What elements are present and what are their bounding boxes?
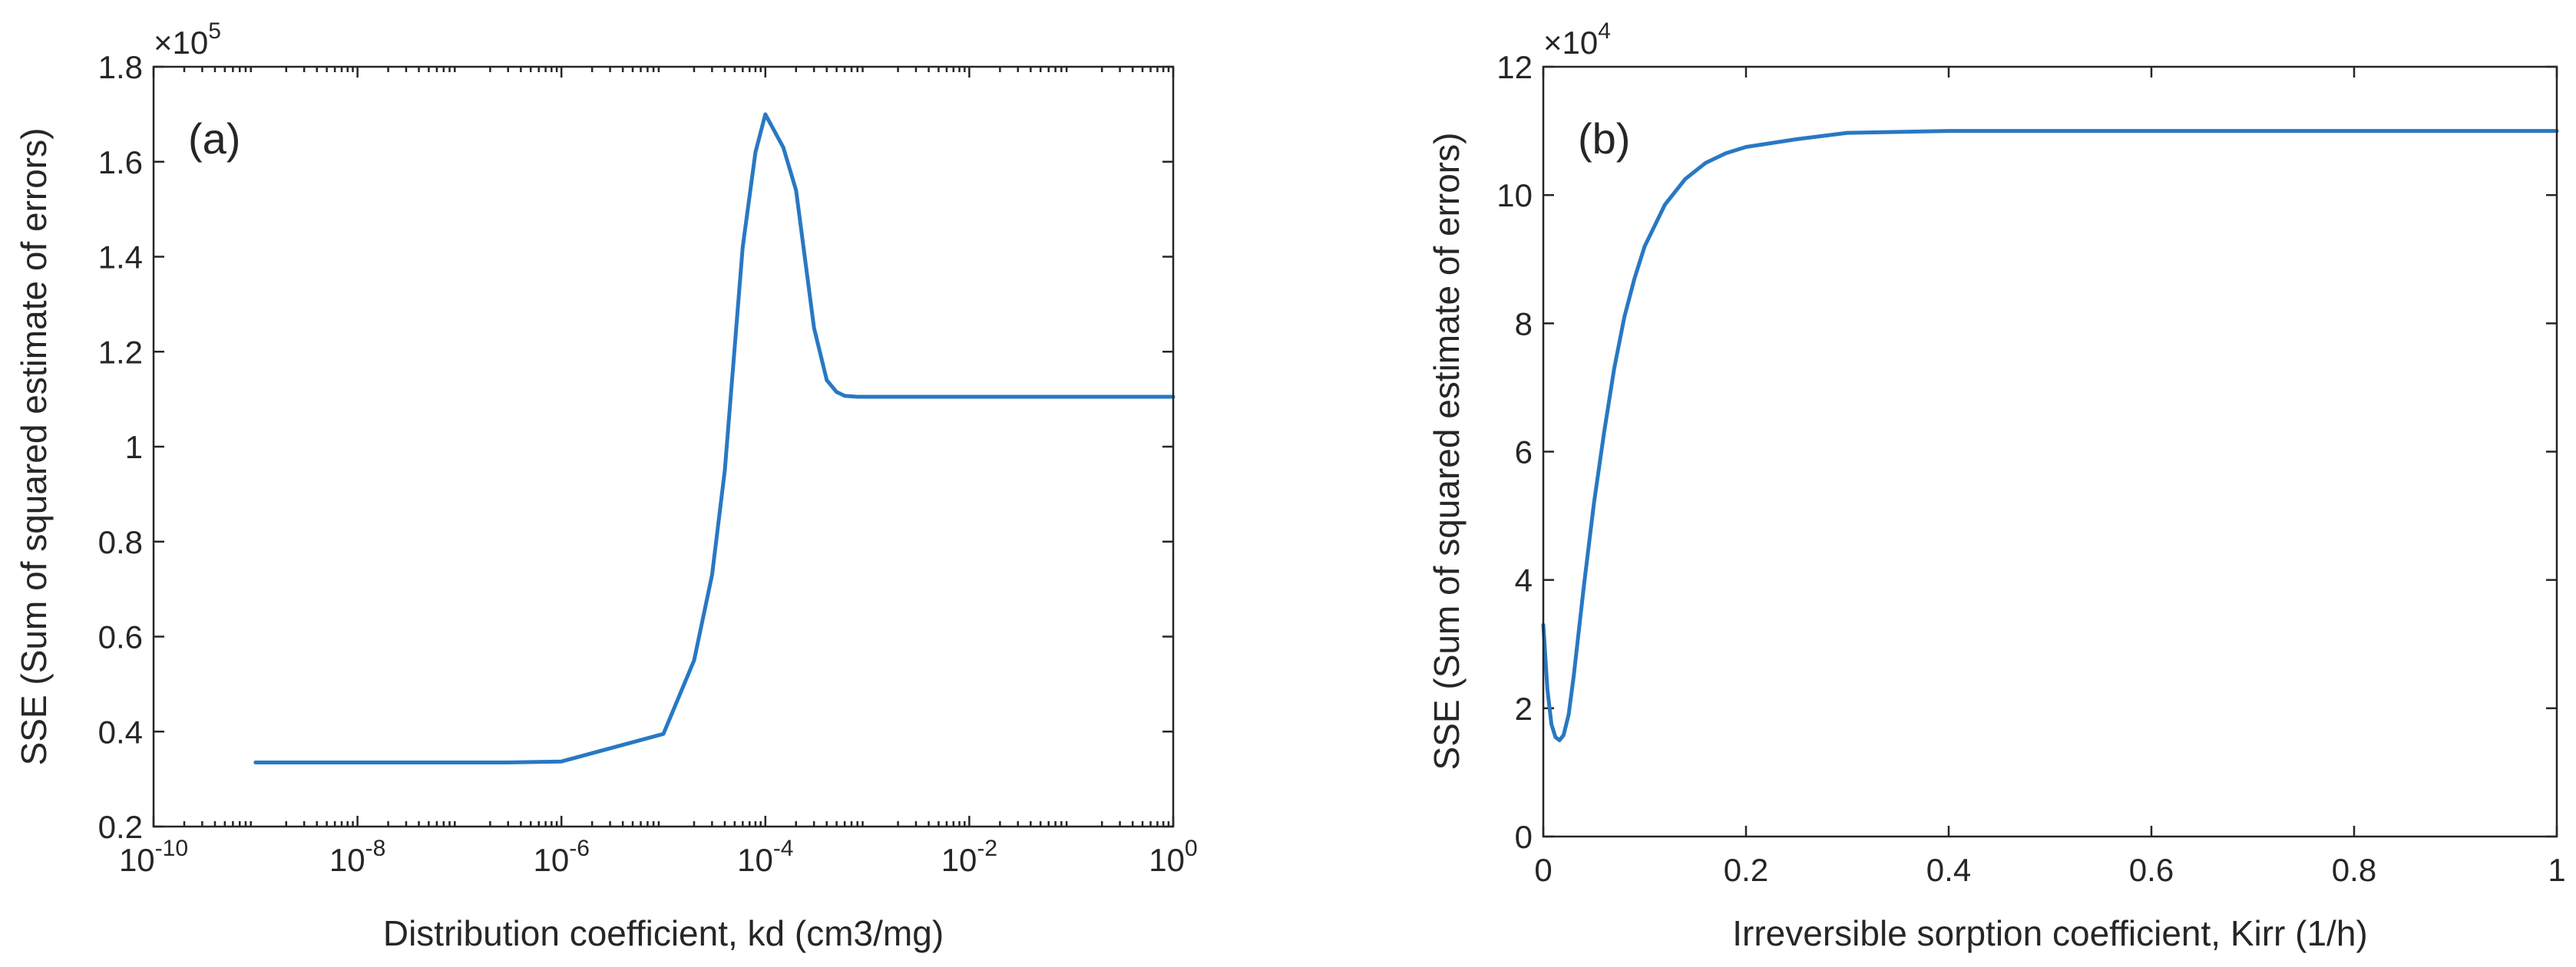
- panel-a-series-line: [253, 112, 1176, 764]
- panel-b-y-tick-label-6: 12: [1496, 49, 1533, 85]
- panel-b-x-tick-labels: 0 0.2 0.4 0.6 0.8 1: [1534, 852, 2565, 888]
- panel-a-y-multiplier: ×105: [154, 18, 221, 61]
- panel-b-y-tick-label-3: 6: [1515, 434, 1533, 470]
- panel-b-x-tick-label-3: 0.6: [2129, 852, 2174, 888]
- panel-a-plot-area: [154, 67, 1173, 827]
- panel-a-x-tick-label-4: 10-2: [941, 836, 997, 878]
- panel-b-y-multiplier: ×104: [1543, 18, 1611, 61]
- panel-b-y-tick-label-5: 10: [1496, 177, 1533, 213]
- panel-b-plot-area: [1543, 67, 2557, 837]
- panel-a-x-tick-label-5: 100: [1149, 836, 1197, 878]
- panel-a-y-tick-label-8: 1.8: [98, 49, 143, 85]
- panel-b-x-tick-label-0: 0: [1534, 852, 1552, 888]
- panel-b-y-tick-label-2: 4: [1515, 563, 1533, 599]
- panel-a-y-axis-label: SSE (Sum of squared estimate of errors): [14, 128, 54, 766]
- panel-a-y-tick-label-7: 1.6: [98, 144, 143, 180]
- panel-b-x-axis-label: Irreversible sorption coefficient, Kirr …: [1732, 913, 2367, 953]
- panel-a-label: (a): [188, 114, 240, 163]
- panel-a-x-tick-labels: 10-10 10-8 10-6 10-4 10-2 100: [119, 836, 1198, 878]
- panel-b-series-line: [1541, 129, 2559, 743]
- panel-a-y-tick-label-2: 0.6: [98, 619, 143, 655]
- panel-a-x-axis-label: Distribution coefficient, kd (cm3/mg): [383, 913, 944, 953]
- panel-a-x-tick-label-3: 10-4: [737, 836, 793, 878]
- panel-a-x-tick-label-0: 10-10: [119, 836, 188, 878]
- panel-b-label: (b): [1578, 114, 1630, 163]
- panel-b-axes-box: [1542, 65, 2558, 838]
- panel-b-x-tick-label-5: 1: [2548, 852, 2565, 888]
- panel-b-y-axis-label: SSE (Sum of squared estimate of errors): [1427, 133, 1467, 771]
- panel-a-y-tick-label-3: 0.8: [98, 524, 143, 560]
- panel-a-y-tick-label-1: 0.4: [98, 714, 143, 750]
- panel-a-x-tick-label-2: 10-6: [533, 836, 589, 878]
- panel-b-x-tick-label-4: 0.8: [2332, 852, 2376, 888]
- panel-b-chart: 0 0.2 0.4 0.6 0.8 1 0 2 4 6 8 10 12 ×104 (b) Irreve…: [1427, 18, 2566, 953]
- panel-b-x-tick-label-1: 0.2: [1724, 852, 1768, 888]
- panel-a-y-tick-label-4: 1: [125, 429, 143, 465]
- panel-a-y-tick-label-0: 0.2: [98, 809, 143, 845]
- panel-a-axes-box: [152, 65, 1175, 828]
- panel-b-x-tick-label-2: 0.4: [1926, 852, 1971, 888]
- panel-a-y-tick-label-5: 1.2: [98, 334, 143, 370]
- panel-b-y-tick-label-1: 2: [1515, 691, 1533, 727]
- panel-a-chart: 10-10 10-8 10-6 10-4 10-2 100 0.2 0.4 0.6 0.8 1 1.…: [14, 18, 1198, 953]
- panel-b-y-tick-label-4: 8: [1515, 305, 1533, 342]
- panel-b-y-tick-label-0: 0: [1515, 819, 1533, 855]
- panel-b-y-tick-labels: 0 2 4 6 8 10 12: [1496, 49, 1533, 855]
- panel-a-x-tick-label-1: 10-8: [329, 836, 385, 878]
- panel-a-y-tick-labels: 0.2 0.4 0.6 0.8 1 1.2 1.4 1.6 1.8: [98, 49, 143, 845]
- panel-a-y-tick-label-6: 1.4: [98, 239, 143, 276]
